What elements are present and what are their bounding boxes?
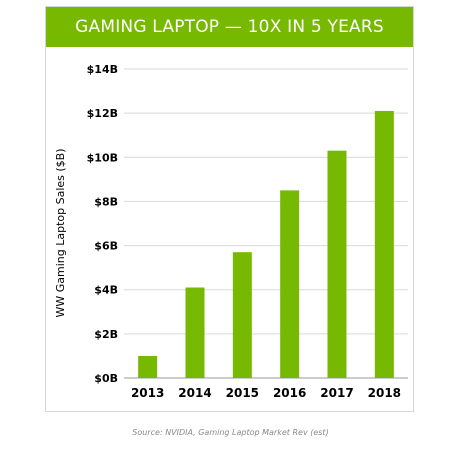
x-tick-label: 2018 xyxy=(368,386,401,400)
y-tick-label: $2B xyxy=(94,328,118,341)
bar-chart: $0B $2B $4B $6B $8B $10B $12B $14B 2013 2014 2015… xyxy=(54,63,408,400)
x-tick-label: 2013 xyxy=(131,386,164,400)
y-axis-title: WW Gaming Laptop Sales ($B) xyxy=(54,148,67,317)
gridlines xyxy=(124,68,408,379)
x-tick-label: 2017 xyxy=(320,386,353,400)
y-tick-label: $8B xyxy=(94,195,118,208)
bar-2016 xyxy=(280,190,300,378)
bar-2014 xyxy=(185,287,205,378)
y-tick-label: $4B xyxy=(94,284,118,297)
y-tick-label: $12B xyxy=(87,107,118,120)
bar-2018 xyxy=(374,110,394,378)
x-tick-label: 2016 xyxy=(273,386,306,400)
x-axis-ticks: 2013 2014 2015 2016 2017 2018 xyxy=(131,386,401,400)
y-tick-label: $10B xyxy=(87,151,118,164)
chart-frame: GAMING LAPTOP — 10X IN 5 YEARS $0B $2B $4B… xyxy=(45,6,414,412)
y-tick-label: $6B xyxy=(94,240,118,253)
chart-title: GAMING LAPTOP — 10X IN 5 YEARS xyxy=(46,7,413,47)
bars xyxy=(138,110,394,378)
source-note: Source: NVIDIA, Gaming Laptop Market Rev… xyxy=(132,428,329,437)
bar-2015 xyxy=(232,252,252,378)
y-tick-label: $14B xyxy=(87,63,118,76)
y-axis-ticks: $0B $2B $4B $6B $8B $10B $12B $14B xyxy=(87,63,118,385)
y-tick-label: $0B xyxy=(94,372,118,385)
bar-2013 xyxy=(138,355,158,378)
bar-2017 xyxy=(327,150,347,378)
x-tick-label: 2015 xyxy=(226,386,259,400)
x-tick-label: 2014 xyxy=(178,386,211,400)
